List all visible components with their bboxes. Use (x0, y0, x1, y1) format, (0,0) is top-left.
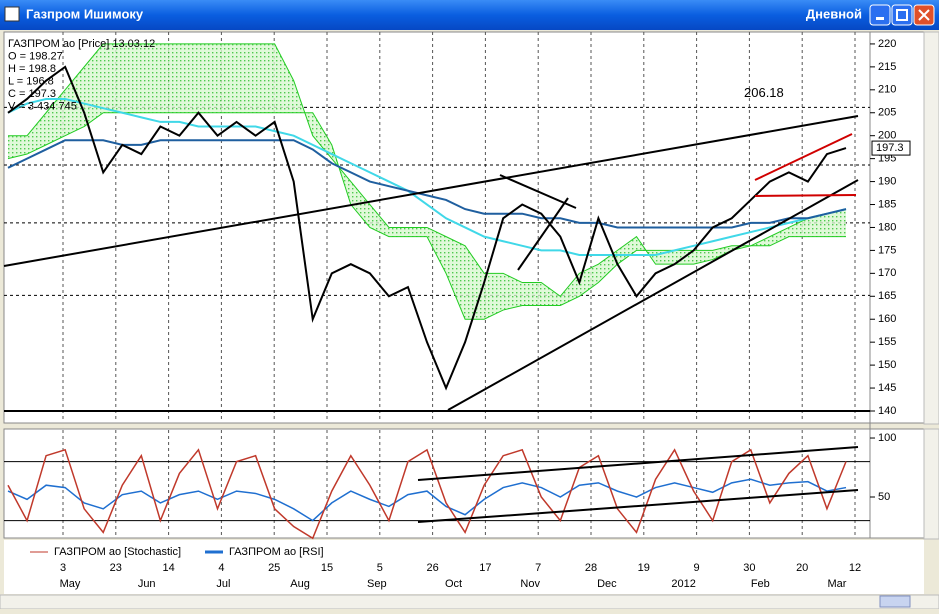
series-line (7, 478, 847, 522)
month-label: Dec (597, 578, 617, 590)
day-label: 20 (796, 562, 808, 574)
trend-line (517, 197, 569, 271)
info-line: O = 198.27 (8, 50, 63, 62)
month-label: May (60, 578, 81, 590)
series-line (7, 97, 847, 256)
last-price: 197.3 (876, 142, 904, 154)
info-line: L = 196.8 (8, 75, 54, 87)
indicator-panel (3, 428, 925, 539)
timeframe: Дневной (806, 6, 862, 21)
day-label: 3 (60, 562, 66, 574)
month-label: Nov (520, 578, 540, 590)
window-title: Газпром Ишимоку (26, 6, 144, 21)
day-label: 30 (743, 562, 755, 574)
y-tick-label: 140 (878, 405, 896, 417)
day-label: 25 (268, 562, 280, 574)
maximize-button[interactable] (891, 4, 913, 26)
y-tick-label: 160 (878, 313, 896, 325)
day-label: 12 (849, 562, 861, 574)
y-tick-label: 100 (878, 432, 896, 444)
y-tick-label: 205 (878, 107, 896, 119)
info-box: ГАЗПРОМ ao [Price] 13.03.12O = 198.27H =… (8, 38, 155, 113)
maximize-icon (896, 9, 908, 21)
trend-line (417, 446, 859, 481)
title-bar (0, 0, 939, 30)
day-label: 4 (218, 562, 224, 574)
y-tick-label: 175 (878, 244, 896, 256)
y-tick-label: 145 (878, 382, 896, 394)
y-tick-label: 180 (878, 221, 896, 233)
month-label: Jun (138, 578, 156, 590)
month-label: Sep (367, 578, 387, 590)
date-axis (4, 540, 924, 594)
v-scrollbar-1[interactable] (923, 31, 939, 425)
month-label: Feb (751, 578, 770, 590)
day-label: 7 (535, 562, 541, 574)
y-tick-label: 50 (878, 491, 890, 503)
day-label: 5 (377, 562, 383, 574)
channel-line (754, 194, 857, 197)
h-scroll-thumb[interactable] (879, 595, 911, 608)
month-label: 2012 (671, 578, 695, 590)
cloud-edge (8, 43, 847, 297)
day-label: 26 (426, 562, 438, 574)
cloud-edge (7, 112, 846, 320)
day-label: 23 (110, 562, 122, 574)
minimize-icon (876, 17, 884, 20)
month-label: Oct (445, 578, 462, 590)
trend-line (499, 174, 577, 209)
y-tick-label: 165 (878, 290, 896, 302)
info-line: ГАЗПРОМ ao [Price] 13.03.12 (8, 38, 155, 50)
trend-line (3, 115, 859, 267)
y-tick-label: 155 (878, 336, 896, 348)
day-label: 9 (694, 562, 700, 574)
channel-line (754, 133, 853, 181)
day-label: 17 (479, 562, 491, 574)
close-icon (918, 9, 930, 21)
day-label: 15 (321, 562, 333, 574)
info-line: H = 198.8 (8, 63, 56, 75)
month-label: Mar (828, 578, 847, 590)
minimize-button[interactable] (869, 4, 891, 26)
y-tick-label: 190 (878, 175, 896, 187)
month-label: Aug (290, 578, 310, 590)
trend-line (417, 489, 859, 523)
day-label: 28 (585, 562, 597, 574)
channel-lines (754, 133, 857, 197)
y-tick-label: 200 (878, 130, 896, 142)
legend-label: ГАЗПРОМ ao [Stochastic] (54, 546, 181, 558)
v-scrollbar-2[interactable] (923, 428, 939, 540)
y-tick-label: 150 (878, 359, 896, 371)
h-scrollbar[interactable] (0, 594, 939, 610)
y-tick-label: 210 (878, 84, 896, 96)
trend-lines (3, 115, 870, 523)
legend-label: ГАЗПРОМ ao [RSI] (229, 546, 324, 558)
series-line (7, 65, 847, 391)
trend-line (447, 179, 859, 411)
y-tick-label: 170 (878, 267, 896, 279)
app-icon (4, 6, 20, 22)
day-label: 19 (638, 562, 650, 574)
day-label: 14 (162, 562, 174, 574)
y-tick-label: 220 (878, 38, 896, 50)
level-label: 206.18 (744, 85, 784, 100)
y-tick-label: 215 (878, 61, 896, 73)
info-line: C = 197.3 (8, 88, 56, 100)
y-tick-label: 185 (878, 198, 896, 210)
last-price-box (871, 140, 911, 156)
info-line: V = 3 434 745 (8, 100, 77, 112)
month-label: Jul (216, 578, 230, 590)
legend: ГАЗПРОМ ao [Stochastic] ГАЗПРОМ ao [RSI] (30, 546, 324, 558)
series-line (7, 448, 847, 540)
